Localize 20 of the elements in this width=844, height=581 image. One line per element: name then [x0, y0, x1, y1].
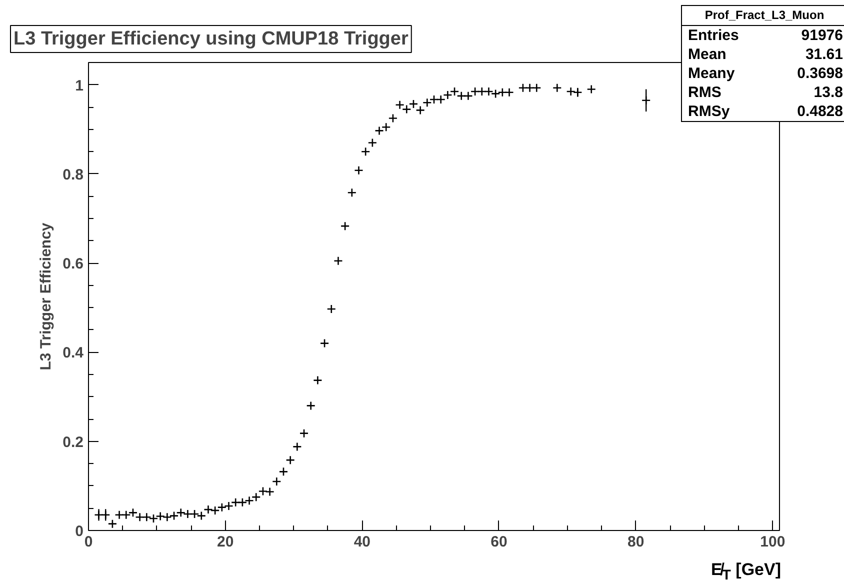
- x-tick-label: 80: [627, 534, 644, 550]
- text: Meany 0.3698: [688, 65, 843, 82]
- y-tick-label: 0.4: [62, 344, 84, 362]
- text: RMSy 0.4828: [688, 103, 843, 120]
- text: Prof_Fract_L3_Muon: [682, 6, 844, 26]
- x-tick-label: 60: [490, 534, 508, 550]
- y-tick-label: 0: [75, 523, 84, 540]
- y-tick-label: 0.6: [62, 256, 84, 273]
- x-tick-label: 100: [760, 534, 786, 550]
- y-tick-label: 0.2: [62, 434, 84, 451]
- text: RMS 13.8: [688, 84, 843, 102]
- text: Mean 31.61: [688, 46, 843, 64]
- y-tick-label: 0.8: [62, 166, 84, 184]
- x-tick-label: 20: [216, 534, 234, 550]
- chart-title: L3 Trigger Efficiency using CMUP18 Trigger: [14, 28, 409, 50]
- x-axis-title: E̸$_{T}$ [GeV]: [710, 559, 781, 581]
- y-axis-title: L3 Trigger Efficiency: [38, 222, 55, 370]
- y-tick-label: 1: [75, 77, 84, 94]
- x-tick-label: 40: [354, 534, 371, 550]
- text: Entries 91976: [688, 27, 843, 44]
